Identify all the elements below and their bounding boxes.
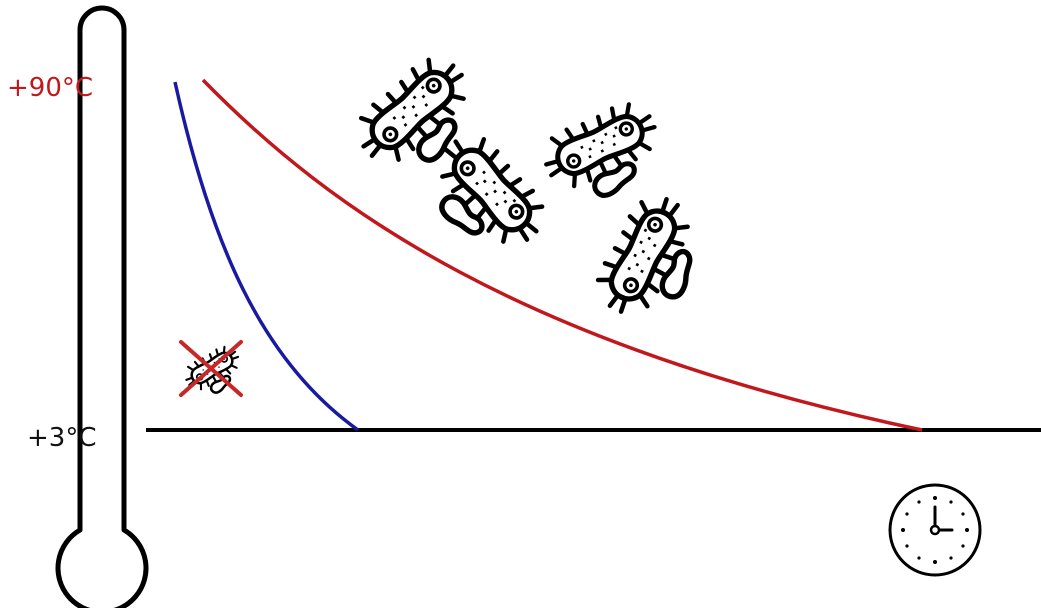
fast-cooling-curve xyxy=(173,81,360,432)
high-temp-label: +90°C xyxy=(7,73,94,103)
bacteria-icon xyxy=(588,188,716,333)
thermometer-icon xyxy=(55,5,149,608)
low-temp-label: +3°C xyxy=(27,423,97,453)
crossed-out-bacteria-icon xyxy=(179,340,250,405)
bacteria-icon xyxy=(537,96,673,214)
clock-icon xyxy=(888,483,982,577)
slow-cooling-curve xyxy=(201,78,923,432)
